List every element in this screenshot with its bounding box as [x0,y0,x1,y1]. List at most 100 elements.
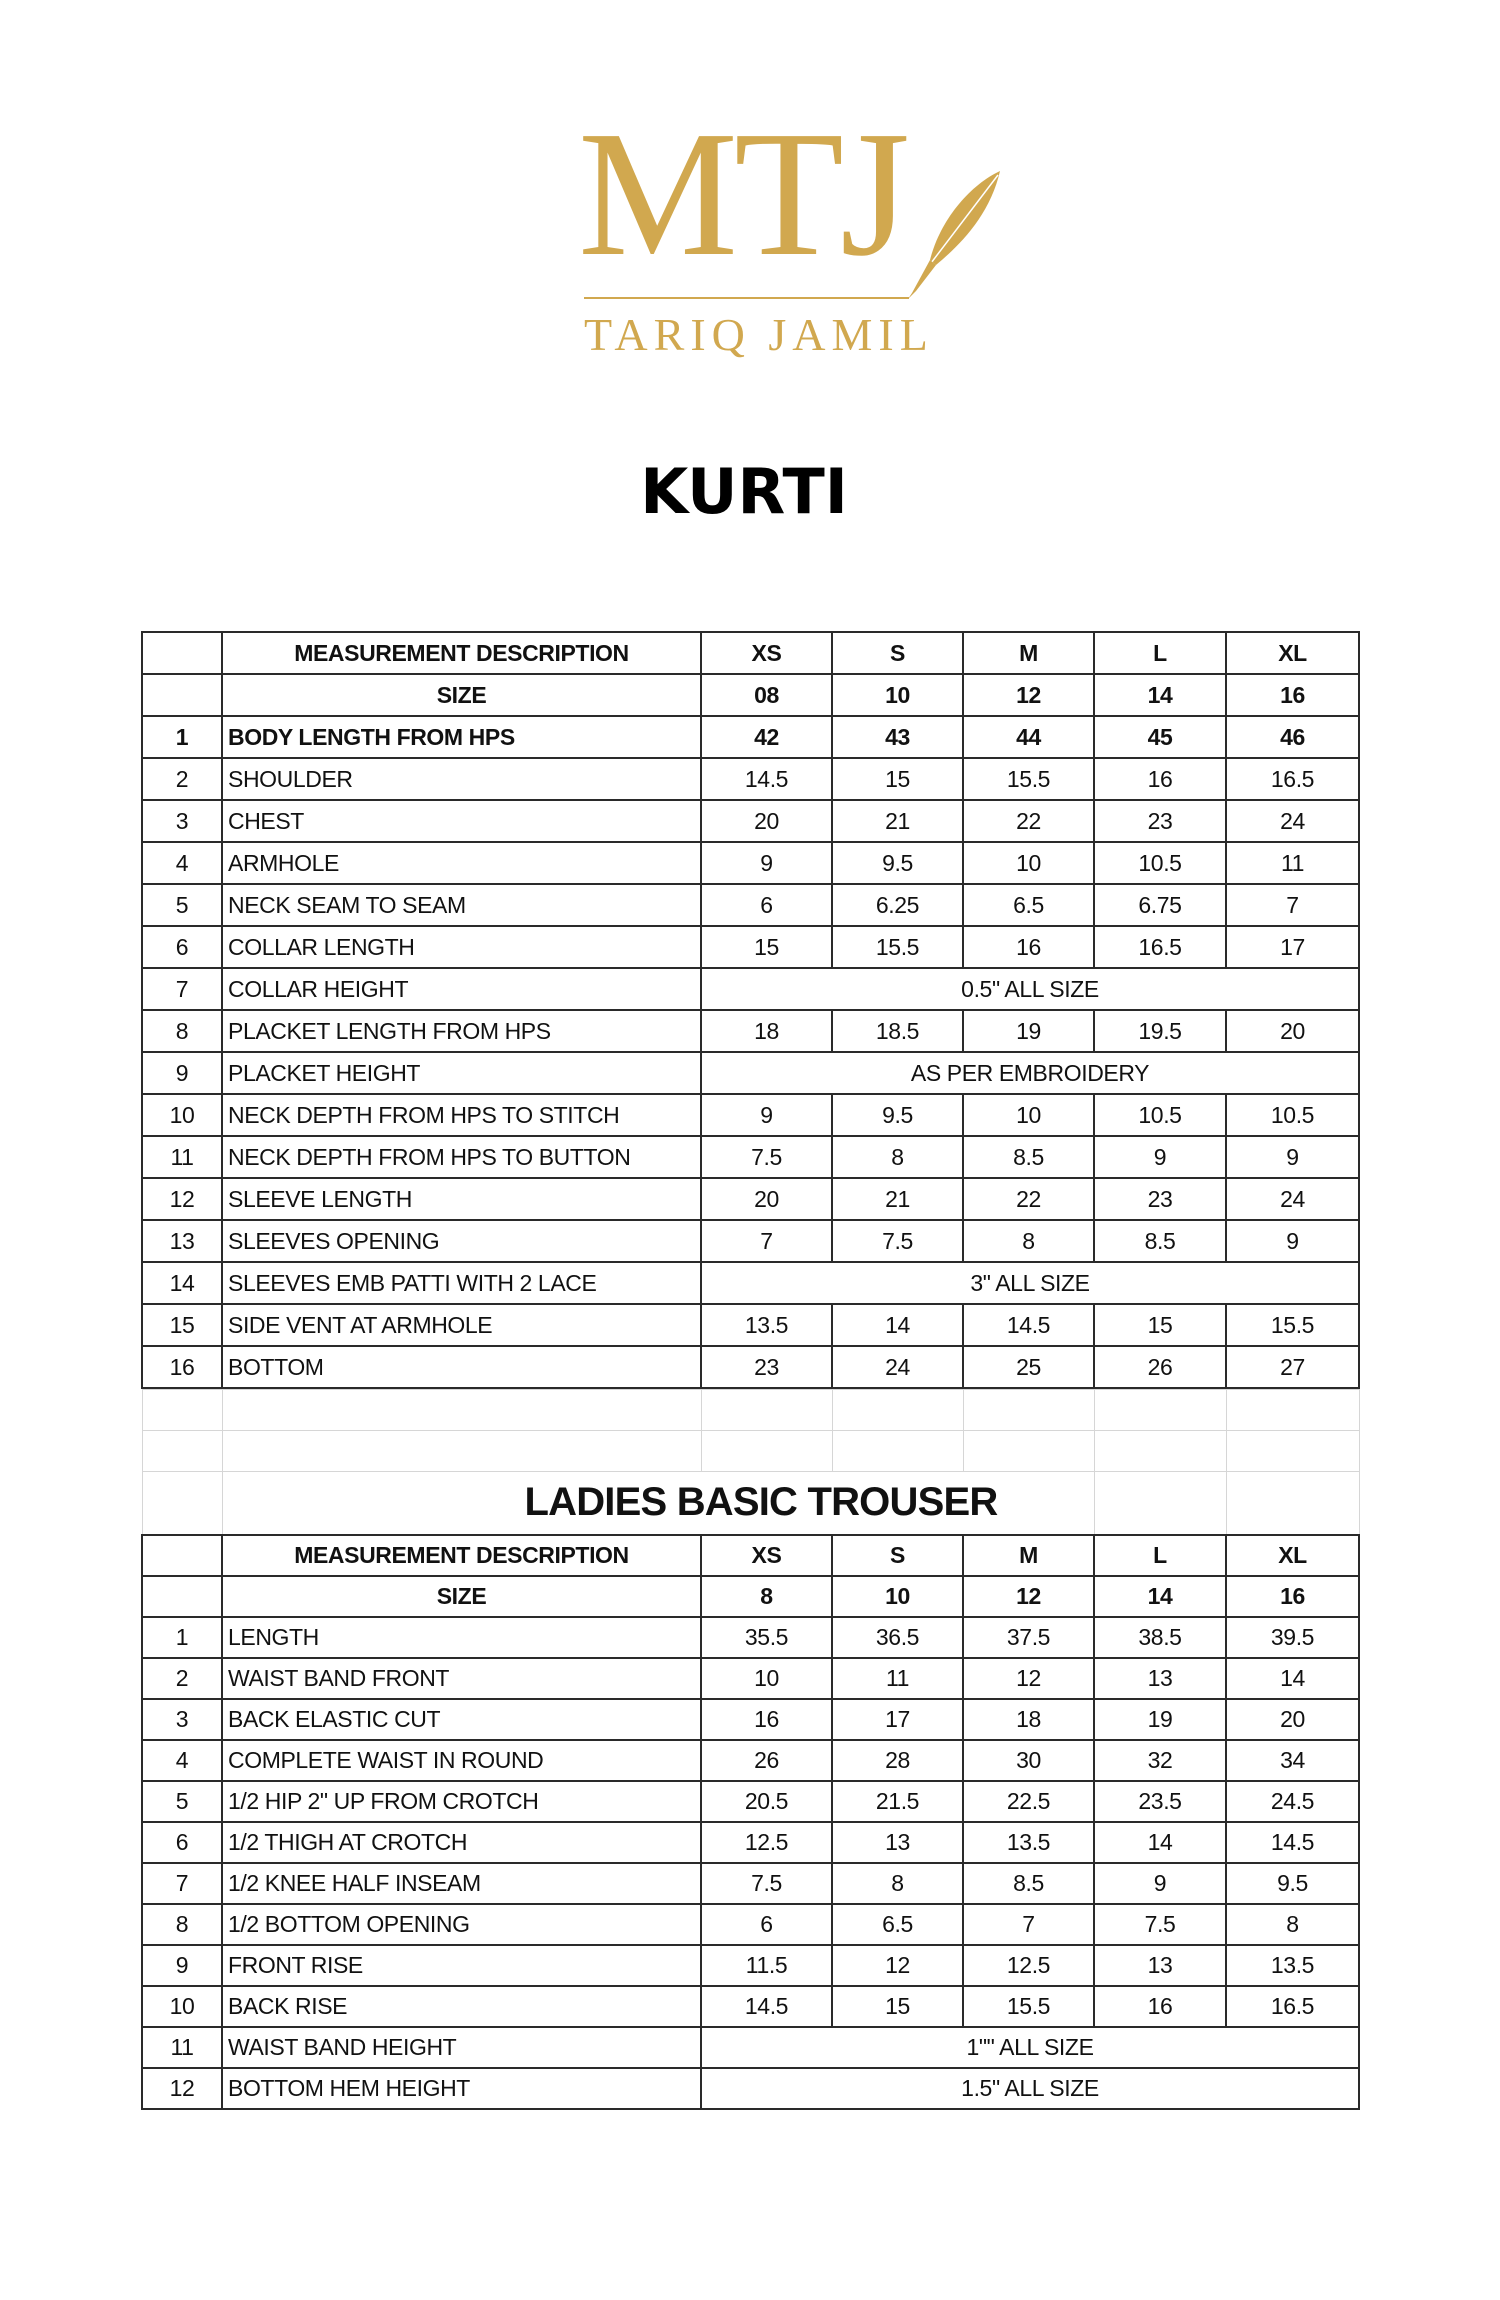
measurement-value: 15 [831,757,964,801]
measurement-description: BODY LENGTH FROM HPS [221,715,702,759]
empty-cell [221,1430,702,1472]
measurement-description: BOTTOM HEM HEIGHT [221,2066,702,2110]
measurement-value: 16.5 [1225,757,1360,801]
table-row: 4 COMPLETE WAIST IN ROUND 26 28 30 32 34 [141,1738,1360,1782]
row-number: 15 [141,1303,223,1347]
measurement-value: 32 [1093,1738,1227,1782]
table-row: 4 ARMHOLE 9 9.5 10 10.5 11 [141,841,1360,885]
measurement-value: 12.5 [700,1820,833,1864]
empty-cell [1225,1430,1360,1472]
measurement-value: 8.5 [962,1135,1095,1179]
measurement-value: 7 [700,1219,833,1263]
measurement-value: 22 [962,799,1095,843]
row-number: 7 [141,1861,223,1905]
measurement-value: 19.5 [1093,1009,1227,1053]
measurement-value: 16 [962,925,1095,969]
measurement-description: PLACKET HEIGHT [221,1051,702,1095]
measurement-value: 9 [1225,1135,1360,1179]
measurement-value: 17 [831,1697,964,1741]
row-number: 11 [141,2025,223,2069]
measurement-value: 8 [831,1861,964,1905]
table-row: 5 NECK SEAM TO SEAM 6 6.25 6.5 6.75 7 [141,883,1360,927]
measurement-value: 18 [700,1009,833,1053]
measurement-value: 18.5 [831,1009,964,1053]
empty-cell [221,1389,702,1431]
size-row: SIZE 08 10 12 14 16 [141,673,1360,717]
size-header: XL [1225,1533,1360,1577]
measurement-value: 19 [962,1009,1095,1053]
measurement-value: 45 [1093,715,1227,759]
measurement-value: 14 [1225,1656,1360,1700]
row-number: 16 [141,1345,223,1389]
measurement-value: 36.5 [831,1615,964,1659]
measurement-value: 38.5 [1093,1615,1227,1659]
measurement-value: 20 [700,1177,833,1221]
measurement-value: 15.5 [1225,1303,1360,1347]
empty-cell [700,1389,833,1431]
all-size-value: 1"" ALL SIZE [700,2025,1360,2069]
empty-cell [831,1389,964,1431]
empty-cell [831,1430,964,1472]
table-row: 2 SHOULDER 14.5 15 15.5 16 16.5 [141,757,1360,801]
measurement-description: NECK DEPTH FROM HPS TO STITCH [221,1093,702,1137]
measurement-value: 8.5 [962,1861,1095,1905]
measurement-value: 16.5 [1225,1984,1360,2028]
size-header: XS [700,631,833,675]
measurement-value: 27 [1225,1345,1360,1389]
row-number-empty [141,673,223,717]
row-number: 8 [141,1902,223,1946]
measurement-value: 10 [700,1656,833,1700]
measurement-value: 7 [962,1902,1095,1946]
measurement-value: 7.5 [1093,1902,1227,1946]
brand-logo-subtext: TARIQ JAMIL [584,309,934,360]
size-number: 14 [1093,1574,1227,1618]
measurement-value: 24 [1225,1177,1360,1221]
measurement-value: 13 [831,1820,964,1864]
size-number: 10 [831,673,964,717]
logo-divider [584,297,909,299]
measurement-value: 15 [1093,1303,1227,1347]
brand-logo-text: MTJ [578,94,910,293]
size-number: 12 [962,673,1095,717]
measurement-value: 46 [1225,715,1360,759]
measurement-value: 7 [1225,883,1360,927]
size-header: L [1093,1533,1227,1577]
measurement-value: 16.5 [1093,925,1227,969]
measurement-description: NECK DEPTH FROM HPS TO BUTTON [221,1135,702,1179]
trouser-title: LADIES BASIC TROUSER [221,1471,1095,1536]
table-row: 10 BACK RISE 14.5 15 15.5 16 16.5 [141,1984,1360,2028]
measurement-value: 8 [831,1135,964,1179]
measurement-value: 6.5 [962,883,1095,927]
table-row: 3 CHEST 20 21 22 23 24 [141,799,1360,843]
blank-row [141,1430,1360,1472]
measurement-value: 16 [1093,1984,1227,2028]
measurement-value: 42 [700,715,833,759]
table-row: 8 1/2 BOTTOM OPENING 6 6.5 7 7.5 8 [141,1902,1360,1946]
measurement-value: 12 [962,1656,1095,1700]
row-number: 3 [141,799,223,843]
measurement-value: 15 [831,1984,964,2028]
measurement-value: 8.5 [1093,1219,1227,1263]
measurement-value: 6.5 [831,1902,964,1946]
measurement-value: 23 [700,1345,833,1389]
measurement-description: COLLAR LENGTH [221,925,702,969]
measurement-value: 6 [700,1902,833,1946]
table-row: 1 BODY LENGTH FROM HPS 42 43 44 45 46 [141,715,1360,759]
measurement-description: BACK RISE [221,1984,702,2028]
measurement-value: 14.5 [962,1303,1095,1347]
table-row: 9 FRONT RISE 11.5 12 12.5 13 13.5 [141,1943,1360,1987]
measurement-value: 25 [962,1345,1095,1389]
row-number: 14 [141,1261,223,1305]
measurement-value: 10.5 [1225,1093,1360,1137]
measurement-value: 37.5 [962,1615,1095,1659]
measurement-value: 26 [700,1738,833,1782]
measurement-description: SLEEVES EMB PATTI WITH 2 LACE [221,1261,702,1305]
measurement-value: 9 [1093,1135,1227,1179]
empty-cell [1093,1389,1227,1431]
row-number: 1 [141,1615,223,1659]
size-header: XL [1225,631,1360,675]
all-size-value: AS PER EMBROIDERY [700,1051,1360,1095]
empty-cell [1225,1471,1360,1536]
empty-cell [141,1430,223,1472]
empty-cell [700,1430,833,1472]
